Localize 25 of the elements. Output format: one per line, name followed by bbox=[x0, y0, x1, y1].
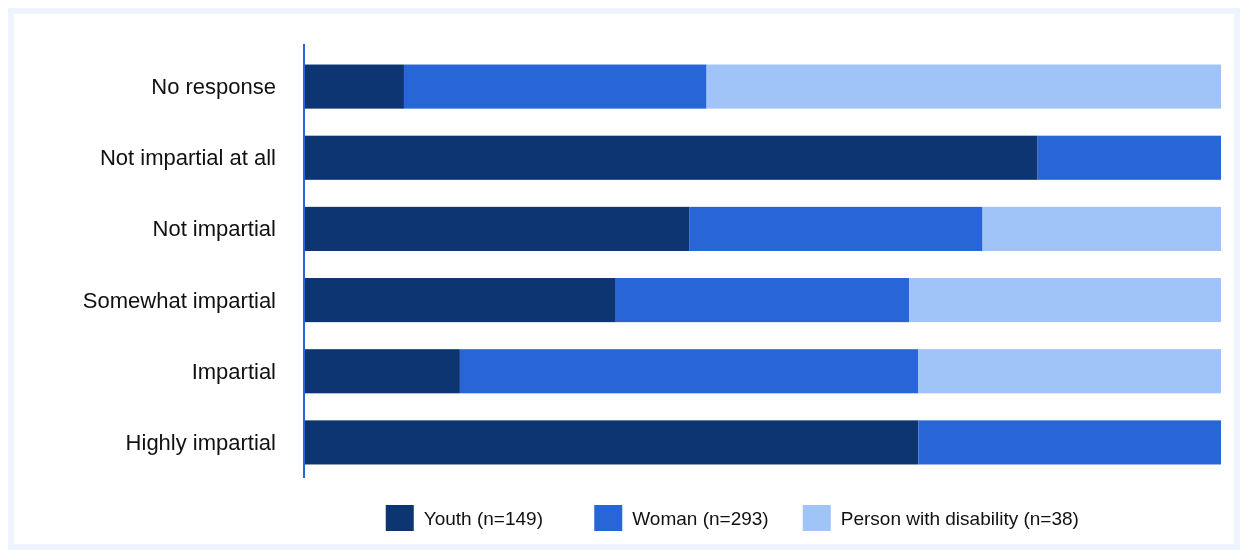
bar bbox=[1037, 135, 1221, 180]
y-tick-label: Highly impartial bbox=[125, 429, 276, 455]
bar bbox=[689, 206, 983, 251]
y-tick-label: No response bbox=[151, 74, 276, 100]
bar bbox=[615, 278, 910, 323]
bar bbox=[304, 420, 919, 465]
y-tick-label: Not impartial bbox=[152, 216, 276, 242]
legend-label: Youth (n=149) bbox=[423, 507, 543, 529]
bar bbox=[304, 278, 616, 323]
bar bbox=[403, 64, 707, 109]
bar bbox=[982, 206, 1221, 251]
y-tick-label: Not impartial at all bbox=[99, 145, 276, 171]
y-tick-label: Somewhat impartial bbox=[82, 287, 276, 313]
legend-label: Person with disability (n=38) bbox=[840, 507, 1079, 529]
bar bbox=[304, 206, 690, 251]
y-tick-label: Impartial bbox=[191, 358, 276, 384]
bar bbox=[304, 135, 1038, 180]
bar bbox=[304, 64, 404, 109]
bar bbox=[706, 64, 1221, 109]
bar bbox=[304, 349, 460, 394]
bar bbox=[909, 278, 1221, 323]
bar bbox=[918, 349, 1221, 394]
legend-label: Woman (n=293) bbox=[632, 507, 769, 529]
bar bbox=[918, 420, 1221, 465]
bar bbox=[459, 349, 919, 394]
